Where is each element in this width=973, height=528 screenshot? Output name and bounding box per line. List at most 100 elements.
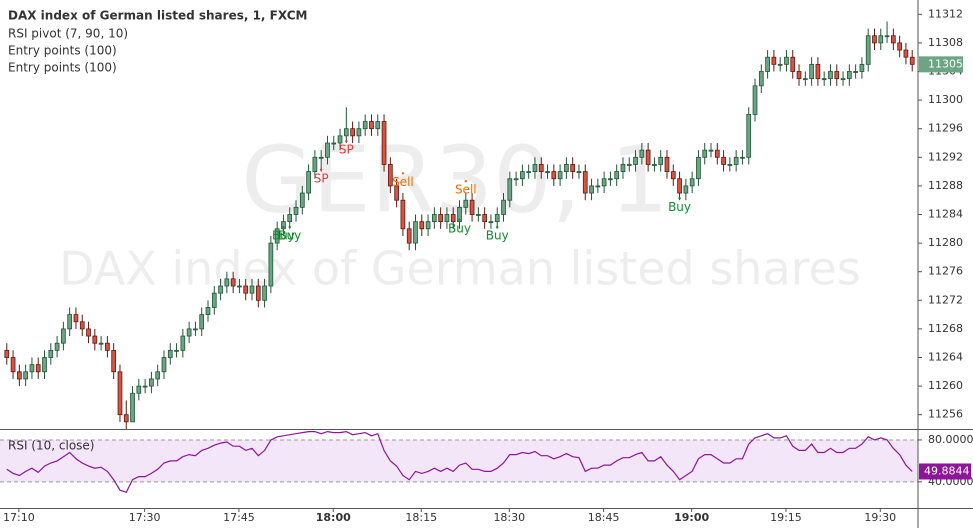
candle-body bbox=[696, 156, 701, 180]
candle-body bbox=[293, 206, 299, 215]
candle-body bbox=[677, 178, 682, 194]
candle-body bbox=[237, 285, 242, 288]
rsi-last-label: 49.8844 bbox=[924, 464, 970, 477]
candle-body bbox=[626, 164, 632, 166]
candle-body bbox=[469, 199, 475, 215]
legend-entry: Entry points (100) bbox=[8, 44, 117, 58]
candle-body bbox=[872, 35, 877, 44]
candle-body bbox=[771, 56, 777, 65]
y-tick-label: 11292 bbox=[928, 150, 963, 163]
signal-label: SP bbox=[314, 171, 329, 185]
y-tick-label: 11280 bbox=[928, 236, 963, 249]
candle-body bbox=[369, 121, 374, 130]
candle-body bbox=[86, 328, 91, 337]
candle-body bbox=[318, 156, 324, 159]
signal-dot bbox=[282, 225, 285, 229]
candle-body bbox=[111, 349, 117, 373]
candle-body bbox=[834, 71, 840, 80]
candle-body bbox=[105, 342, 110, 351]
candle-body bbox=[450, 214, 456, 223]
signal-label: Buy bbox=[272, 228, 295, 242]
candle-body bbox=[142, 385, 148, 388]
candle-body bbox=[306, 171, 311, 194]
candle-body bbox=[608, 178, 613, 181]
candle-body bbox=[664, 156, 670, 173]
candle-body bbox=[765, 56, 770, 72]
signal-label: Sell bbox=[455, 183, 477, 197]
candle-body bbox=[287, 214, 293, 223]
candle-body bbox=[865, 35, 871, 65]
candle-body bbox=[48, 349, 54, 358]
candle-body bbox=[312, 156, 318, 173]
watermark-description: DAX index of German listed shares bbox=[59, 242, 861, 296]
candle-body bbox=[790, 56, 796, 72]
candle-body bbox=[149, 378, 154, 387]
candle-body bbox=[350, 128, 355, 137]
candle-body bbox=[457, 206, 462, 223]
candle-body bbox=[532, 164, 538, 172]
candle-body bbox=[249, 285, 255, 294]
candle-body bbox=[274, 228, 280, 244]
candle-body bbox=[54, 342, 60, 351]
candle-body bbox=[394, 185, 399, 201]
candle-body bbox=[897, 42, 902, 51]
candle-body bbox=[620, 164, 626, 172]
candle-body bbox=[413, 221, 418, 244]
candle-body bbox=[73, 314, 79, 323]
candle-body bbox=[262, 285, 267, 301]
candle-body bbox=[853, 71, 858, 73]
last-price-label: 11305 bbox=[928, 57, 963, 70]
x-tick-label: 18:15 bbox=[405, 511, 437, 524]
x-tick-label: 18:45 bbox=[588, 511, 620, 524]
candle-body bbox=[155, 371, 161, 380]
candle-body bbox=[406, 228, 412, 244]
signal-label: SP bbox=[339, 143, 354, 157]
candle-body bbox=[476, 214, 481, 216]
candle-body bbox=[758, 71, 764, 87]
candle-body bbox=[218, 285, 223, 294]
legend-entry: RSI pivot (7, 90, 10) bbox=[8, 27, 128, 41]
candle-body bbox=[161, 357, 167, 373]
candle-body bbox=[98, 342, 104, 345]
candle-body bbox=[281, 221, 286, 230]
candle-body bbox=[702, 149, 708, 158]
candle-body bbox=[802, 78, 808, 81]
candle-body bbox=[526, 171, 532, 174]
candle-body bbox=[545, 171, 550, 174]
candle-body bbox=[444, 214, 450, 223]
signal-label: Sell bbox=[392, 175, 414, 189]
candle-body bbox=[689, 178, 695, 187]
candle-body bbox=[375, 121, 381, 130]
y-tick-label: 11284 bbox=[928, 208, 963, 221]
candle-body bbox=[740, 156, 745, 159]
candle-body bbox=[4, 349, 10, 358]
candle-body bbox=[891, 35, 896, 44]
candle-body bbox=[199, 314, 205, 330]
candle-body bbox=[595, 185, 601, 188]
candle-body bbox=[425, 221, 431, 230]
y-tick-label: 11256 bbox=[928, 408, 963, 421]
candle-body bbox=[589, 185, 594, 194]
y-tick-label: 11272 bbox=[928, 293, 963, 306]
candle-body bbox=[205, 307, 211, 316]
candle-body bbox=[381, 121, 387, 165]
legend: DAX index of German listed shares, 1, FX… bbox=[8, 9, 307, 453]
candle-body bbox=[909, 56, 915, 65]
candle-body bbox=[337, 135, 343, 144]
candle-body bbox=[513, 178, 519, 181]
signal-dot bbox=[319, 168, 323, 171]
candle-body bbox=[130, 392, 135, 423]
candle-body bbox=[42, 357, 47, 373]
candle-body bbox=[23, 371, 28, 380]
candle-body bbox=[708, 149, 714, 152]
signal-dot bbox=[345, 139, 348, 143]
candle-body bbox=[432, 214, 437, 223]
candle-body bbox=[815, 63, 821, 80]
candle-body bbox=[903, 49, 909, 58]
candle-body bbox=[230, 278, 236, 287]
x-tick-label: 19:00 bbox=[674, 511, 709, 524]
y-tick-label: 11268 bbox=[928, 322, 963, 335]
candle-body bbox=[211, 292, 217, 308]
candle-body bbox=[438, 214, 443, 223]
